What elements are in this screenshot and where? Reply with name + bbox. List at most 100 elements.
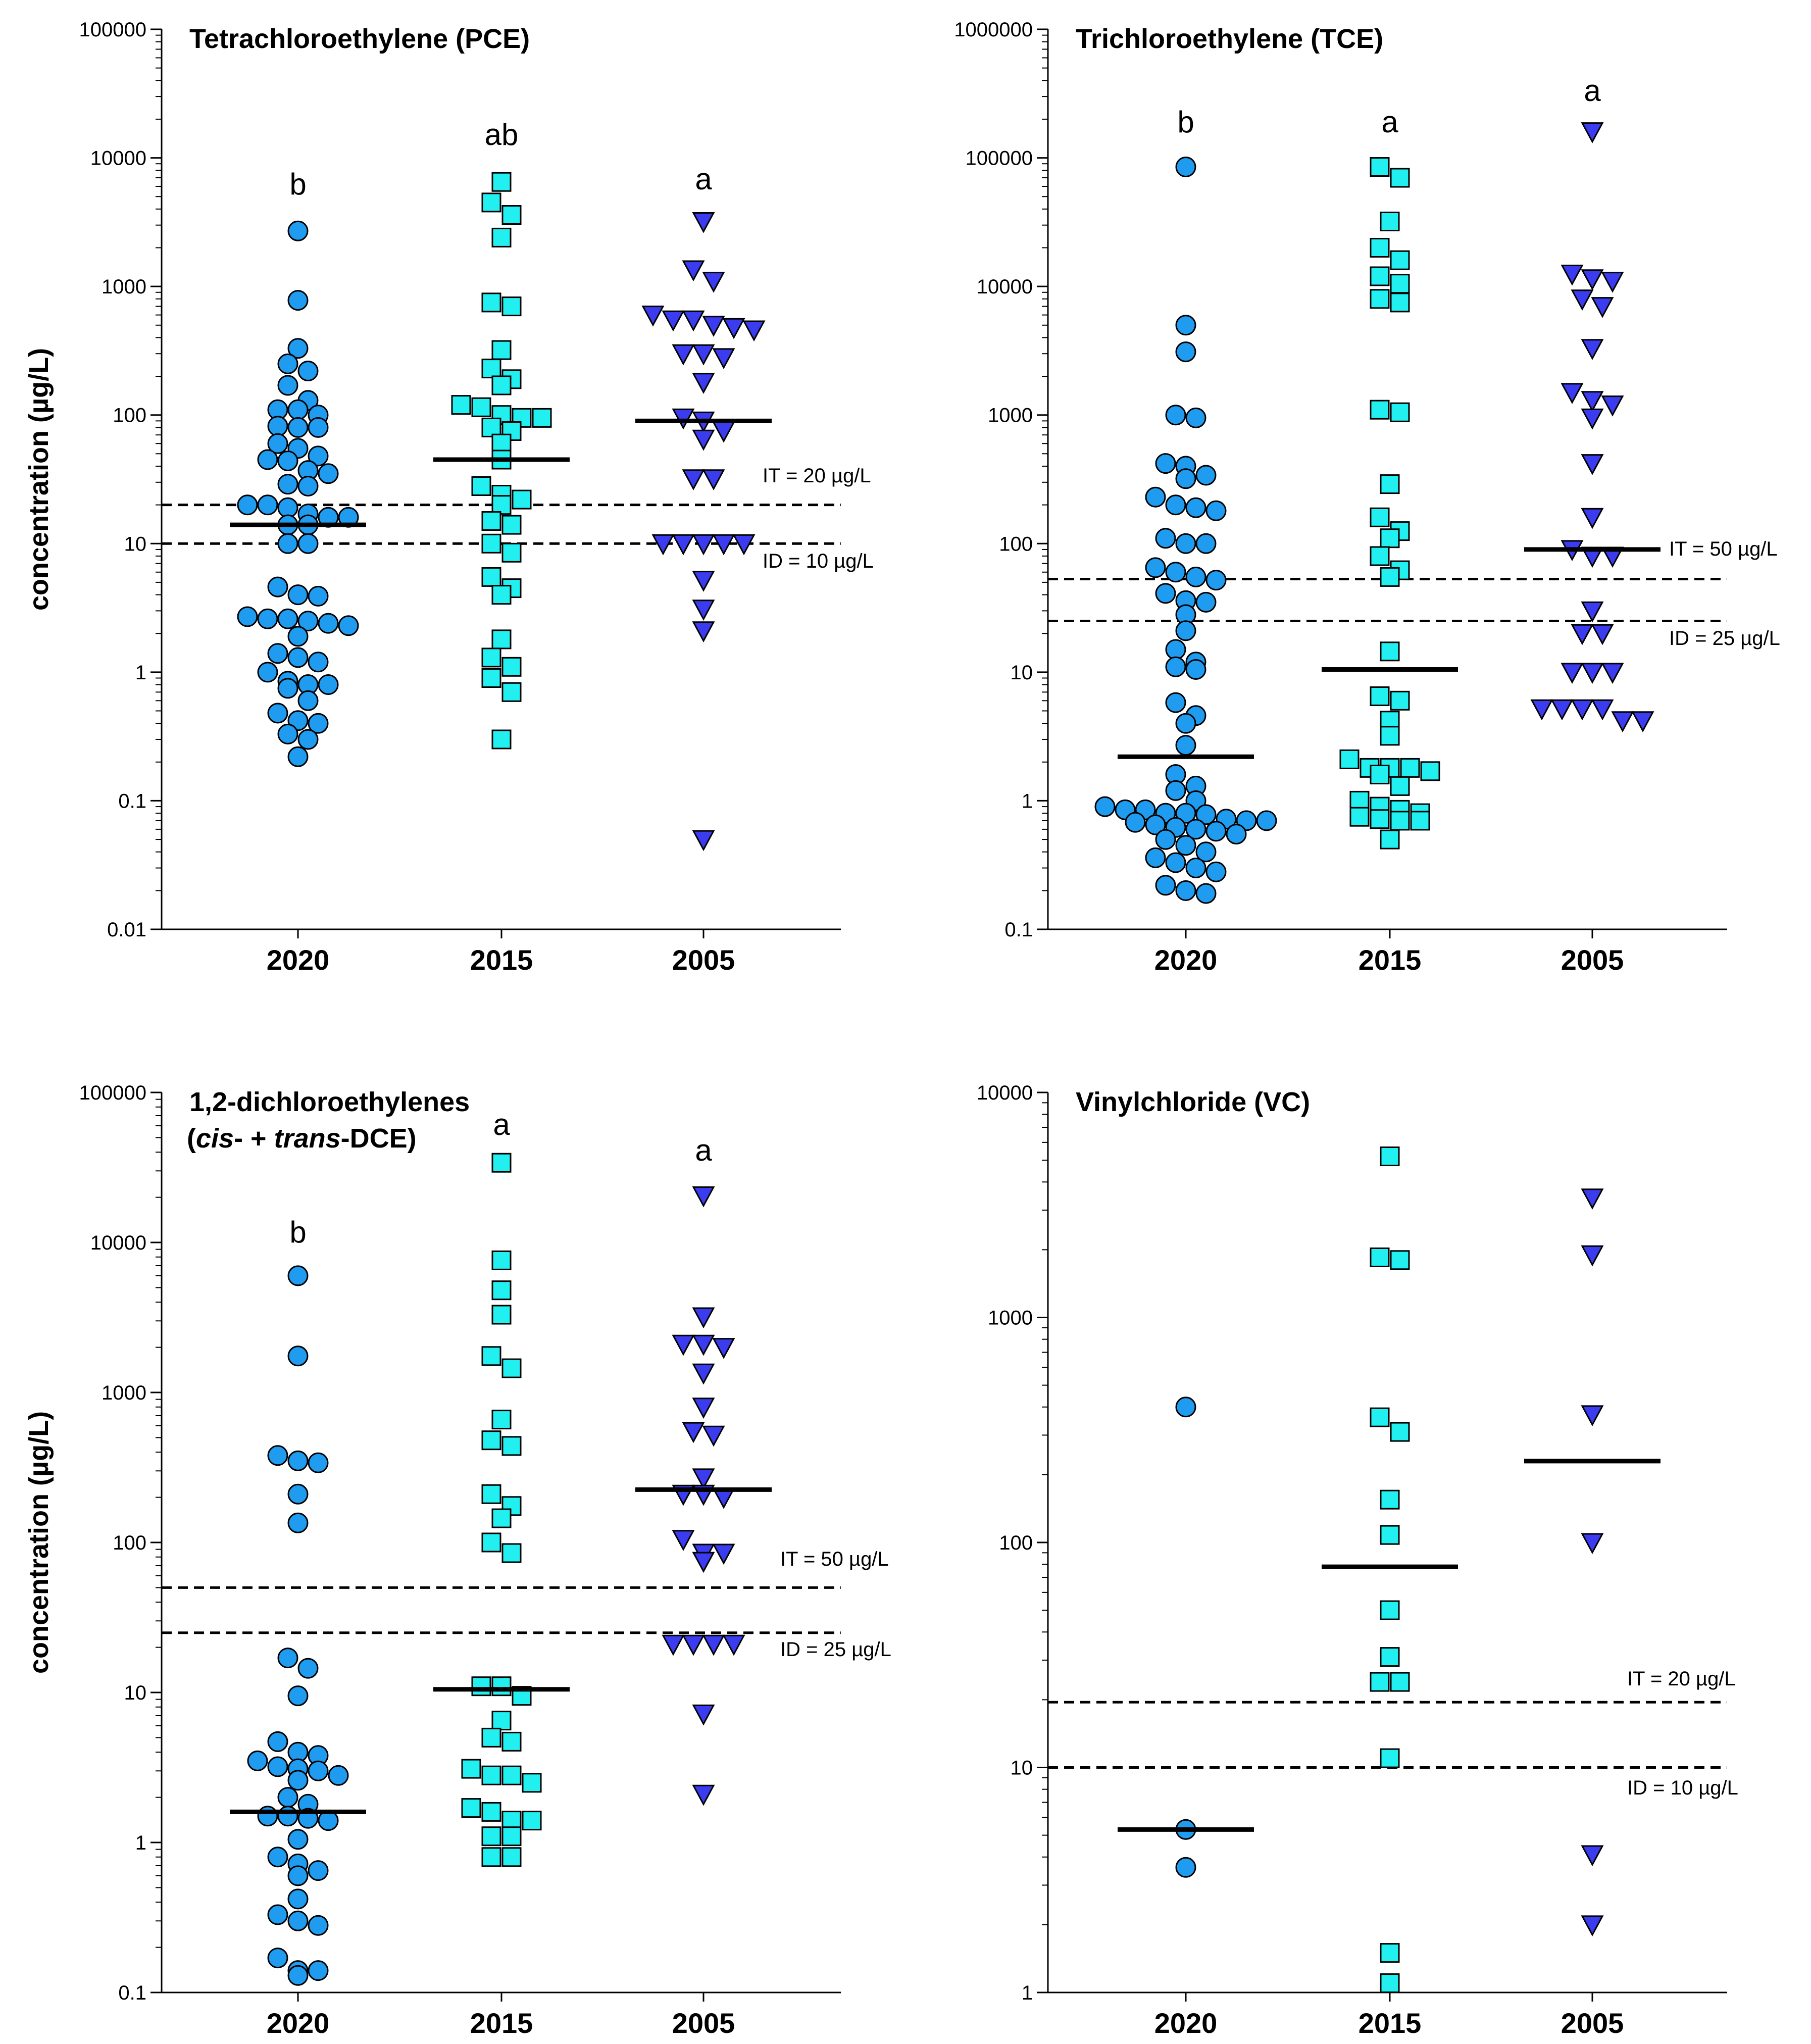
data-point (297, 690, 319, 711)
data-point (491, 629, 512, 650)
data-point (297, 361, 319, 381)
data-point (491, 1410, 512, 1430)
data-point (297, 729, 319, 750)
data-point (692, 1468, 715, 1490)
data-point (1581, 408, 1604, 430)
x-tick-label: 2015 (470, 2007, 533, 2039)
data-point (1165, 562, 1186, 583)
data-point (1380, 1525, 1400, 1545)
data-point (287, 1770, 309, 1791)
data-point (692, 1334, 715, 1356)
data-point (692, 1552, 715, 1573)
data-point (481, 1727, 501, 1748)
data-point (287, 1512, 309, 1533)
x-tick-label: 2015 (1359, 2007, 1422, 2039)
data-point (692, 429, 715, 451)
data-point (277, 474, 298, 495)
data-point (1591, 297, 1614, 318)
data-point (1380, 474, 1400, 494)
data-point (481, 292, 501, 313)
data-point (461, 1759, 481, 1779)
data-point (1390, 168, 1410, 188)
data-point (1145, 814, 1166, 835)
data-point (641, 306, 665, 327)
panel-vc: 1 10 100 1000 10000 2020 2015 2005 Vinylchloride… (977, 1082, 1738, 2039)
y-tick-label: 10 (124, 1682, 147, 1704)
data-point (1175, 880, 1196, 901)
data-point (1581, 663, 1604, 684)
data-point (1390, 1672, 1410, 1692)
y-tick-label: 100000 (966, 147, 1033, 170)
data-point (1175, 157, 1196, 177)
data-point (672, 344, 695, 366)
data-point (712, 348, 735, 370)
data-point (481, 1826, 501, 1847)
data-point (267, 416, 288, 437)
data-point (1349, 807, 1370, 827)
data-point (501, 1765, 522, 1785)
panel-subtitle: (cis- + trans-DCE) (187, 1123, 417, 1154)
data-point (692, 1186, 715, 1208)
data-point (481, 1346, 501, 1366)
data-point (287, 399, 309, 420)
data-point (471, 476, 491, 496)
data-point (297, 1658, 319, 1679)
data-point (287, 1910, 309, 1931)
data-point (277, 723, 298, 744)
y-tick-label: 100 (999, 533, 1033, 555)
data-point (277, 1648, 298, 1669)
data-point (722, 1634, 745, 1656)
data-point (1185, 407, 1206, 428)
data-point (1390, 250, 1410, 270)
significance-letter: a (1381, 105, 1398, 139)
data-point (1370, 809, 1390, 829)
panel-title: Vinylchloride (VC) (1076, 1087, 1310, 1117)
data-point (491, 585, 512, 605)
y-tick-label: 10000 (90, 147, 146, 170)
y-tick-label: 0.1 (118, 1982, 146, 2004)
significance-letter: a (695, 1133, 712, 1167)
data-point (1185, 497, 1206, 518)
data-point (702, 272, 725, 293)
data-point (1380, 567, 1400, 587)
data-point (501, 1731, 522, 1752)
data-point (471, 397, 491, 417)
data-point (277, 375, 298, 396)
data-point (481, 533, 501, 554)
data-point (692, 1307, 715, 1329)
data-point (287, 626, 309, 647)
data-point (481, 192, 501, 213)
data-point (297, 611, 319, 632)
data-point (1370, 686, 1390, 706)
x-tick-label: 2015 (1359, 944, 1422, 976)
reference-label: IT = 20 µg/L (763, 465, 871, 487)
data-point (277, 353, 298, 374)
data-point (532, 408, 552, 428)
data-point (257, 608, 278, 629)
data-point (308, 1915, 329, 1936)
subtitle-part: trans (274, 1123, 341, 1154)
y-tick-label: 10000 (90, 1232, 146, 1254)
data-point (491, 172, 512, 192)
data-point (742, 320, 766, 342)
data-point (1581, 1915, 1604, 1937)
data-point (651, 534, 675, 556)
data-point (1370, 546, 1390, 566)
panel-pce: 0.01 0.1 1 10 100 1000 10000 100000 2020 2015 2005… (24, 19, 874, 976)
data-point (287, 220, 309, 241)
data-point (1226, 824, 1247, 844)
data-point (491, 1153, 512, 1173)
subtitle-part: -DCE) (341, 1123, 417, 1154)
data-point (1175, 1397, 1196, 1418)
y-tick-label: 10 (124, 533, 147, 555)
data-point (1185, 858, 1206, 878)
data-point (1175, 1857, 1196, 1878)
data-point (1390, 1422, 1410, 1442)
data-point (287, 1829, 309, 1850)
y-axis-label: concentration (µg/L) (24, 348, 54, 611)
data-point (267, 1847, 288, 1868)
significance-letter: a (695, 162, 712, 196)
data-point (1380, 1943, 1400, 1963)
data-point (501, 515, 522, 535)
data-point (1195, 841, 1217, 863)
